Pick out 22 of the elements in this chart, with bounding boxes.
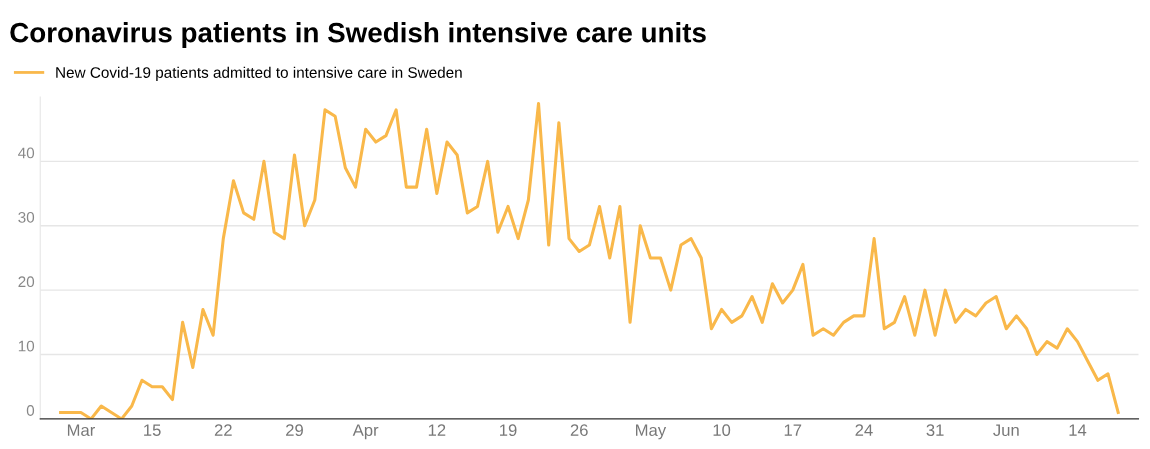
x-tick-label: Mar	[67, 424, 95, 437]
x-tick-label: 10	[713, 424, 731, 437]
y-tick-label: 40	[18, 147, 35, 159]
y-tick-label: 10	[18, 340, 35, 352]
y-tick-label: 20	[18, 276, 35, 288]
x-tick-label: 12	[428, 424, 446, 436]
x-tick-label: 31	[926, 424, 944, 437]
legend-label: New Covid-19 patients admitted to intensive care in Sweden	[56, 66, 462, 81]
chart-title: Coronavirus patients in Swedish intensive care units	[10, 22, 706, 48]
x-tick-label: 15	[144, 424, 161, 437]
x-tick-label: Jun	[993, 424, 1019, 437]
x-tick-label: Apr	[352, 424, 379, 440]
x-tick-label: 19	[500, 424, 517, 437]
y-tick-label: 0	[26, 405, 35, 416]
x-tick-label: 29	[286, 424, 303, 437]
y-tick-label: 30	[18, 211, 35, 223]
x-tick-label: 14	[1069, 424, 1087, 436]
x-tick-label: 26	[570, 424, 588, 437]
x-tick-label: 22	[214, 424, 232, 436]
x-tick-label: 24	[855, 424, 873, 436]
x-tick-label: 17	[784, 424, 802, 436]
x-tick-label: May	[636, 424, 667, 440]
